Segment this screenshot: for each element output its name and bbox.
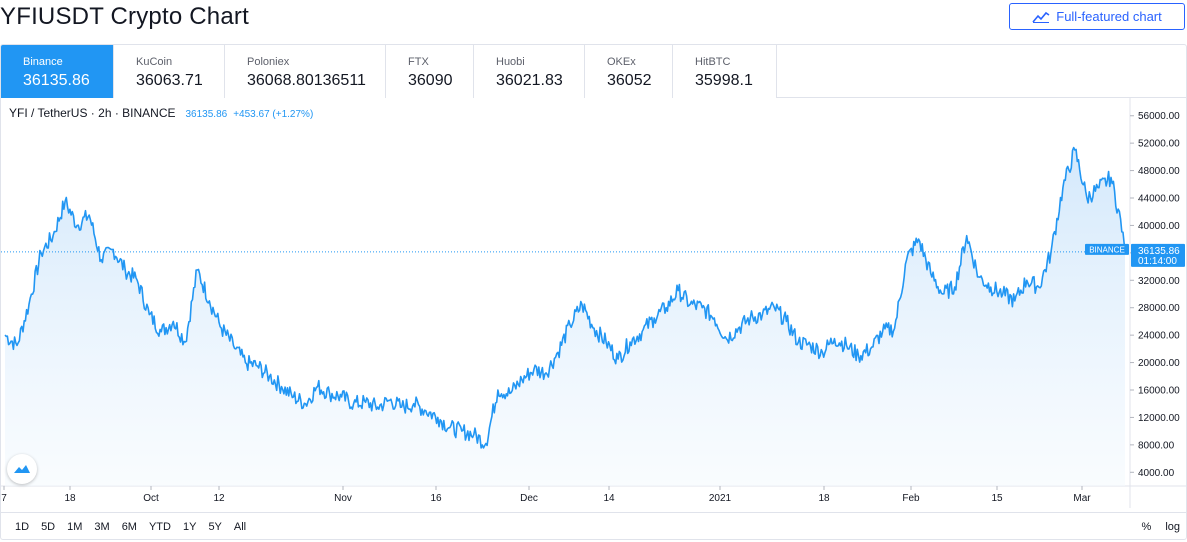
exchange-name: OKEx [607, 56, 636, 68]
y-tick-label: 44000.00 [1138, 194, 1180, 205]
exchange-name: FTX [408, 56, 429, 68]
x-tick-label: Nov [334, 493, 352, 504]
y-tick-label: 52000.00 [1138, 139, 1180, 150]
legend-change: +453.67 (+1.27%) [233, 109, 314, 120]
exchange-tab-hitbtc[interactable]: HitBTC 35998.1 [673, 45, 777, 98]
bottom-toolbar: 1D 5D 1M 3M 6M YTD 1Y 5Y All % log [1, 512, 1186, 539]
range-1m[interactable]: 1M [67, 521, 83, 533]
y-tick-label: 4000.00 [1138, 468, 1175, 479]
x-tick-label: 18 [818, 493, 830, 504]
exchange-price: 36068.80136511 [247, 72, 366, 89]
y-tick-label: 8000.00 [1138, 440, 1175, 451]
range-5d[interactable]: 5D [41, 521, 56, 533]
chart-line-icon [1032, 11, 1050, 23]
price-tag-exchange: BINANCE [1089, 245, 1125, 254]
x-tick-label: 2021 [709, 493, 732, 504]
price-line [4, 146, 1126, 449]
exchange-price: 36063.71 [136, 72, 203, 89]
legend-last-price: 36135.86 [185, 109, 228, 120]
exchange-name: KuCoin [136, 56, 173, 68]
exchange-tab-kucoin[interactable]: KuCoin 36063.71 [114, 45, 225, 98]
x-tick-label: Oct [143, 493, 159, 504]
y-tick-label: 20000.00 [1138, 358, 1180, 369]
tradingview-logo-icon[interactable] [7, 454, 37, 484]
exchange-price: 36021.83 [496, 72, 563, 89]
exchange-tab-binance[interactable]: Binance 36135.86 [1, 45, 114, 98]
x-tick-label: 15 [991, 493, 1003, 504]
range-1d[interactable]: 1D [15, 521, 30, 533]
exchange-price: 36052 [607, 72, 652, 89]
page-title: YFIUSDT Crypto Chart [0, 3, 249, 30]
exchange-tab-huobi[interactable]: Huobi 36021.83 [474, 45, 585, 98]
percent-scale-toggle[interactable]: % [1141, 521, 1152, 533]
range-3m[interactable]: 3M [94, 521, 110, 533]
exchange-price: 35998.1 [695, 72, 753, 89]
exchange-price: 36090 [408, 72, 453, 89]
y-tick-label: 40000.00 [1138, 221, 1180, 232]
y-tick-label: 12000.00 [1138, 413, 1180, 424]
x-tick-label: 14 [603, 493, 615, 504]
full-featured-chart-button[interactable]: Full-featured chart [1009, 3, 1185, 30]
log-scale-toggle[interactable]: log [1165, 521, 1180, 533]
exchange-tabs: Binance 36135.86 KuCoin 36063.71 Poloniex 360… [1, 45, 1186, 98]
x-tick-label: 16 [430, 493, 442, 504]
chart-legend: YFI / TetherUS · 2h · BINANCE 36135.86 +… [9, 106, 313, 120]
exchange-name: Poloniex [247, 56, 290, 68]
price-chart[interactable]: 56000.00 52000.00 48000.00 44000.00 40000.00… [1, 98, 1187, 508]
y-tick-label: 24000.00 [1138, 331, 1180, 342]
y-tick-label: 28000.00 [1138, 303, 1180, 314]
y-tick-label: 16000.00 [1138, 386, 1180, 397]
x-tick-label: 18 [64, 493, 76, 504]
x-tick-label: 12 [213, 493, 225, 504]
range-selector: 1D 5D 1M 3M 6M YTD 1Y 5Y All [9, 521, 252, 533]
chart-widget: Binance 36135.86 KuCoin 36063.71 Poloniex 360… [0, 44, 1187, 540]
exchange-name: Binance [23, 56, 63, 68]
range-all[interactable]: All [233, 521, 247, 533]
y-tick-label: 48000.00 [1138, 166, 1180, 177]
exchange-tab-okex[interactable]: OKEx 36052 [585, 45, 673, 98]
price-tag-countdown: 01:14:00 [1138, 256, 1177, 267]
exchange-name: HitBTC [695, 56, 731, 68]
exchange-name: Huobi [496, 56, 525, 68]
range-6m[interactable]: 6M [121, 521, 137, 533]
y-tick-label: 56000.00 [1138, 111, 1180, 122]
y-tick-label: 32000.00 [1138, 276, 1180, 287]
x-tick-label: Dec [520, 493, 538, 504]
exchange-tab-poloniex[interactable]: Poloniex 36068.80136511 [225, 45, 386, 98]
exchange-price: 36135.86 [23, 72, 90, 89]
range-ytd[interactable]: YTD [148, 521, 171, 533]
range-1y[interactable]: 1Y [182, 521, 197, 533]
x-tick-label: Mar [1073, 493, 1091, 504]
exchange-tab-ftx[interactable]: FTX 36090 [386, 45, 474, 98]
x-tick-label: 7 [1, 493, 7, 504]
legend-symbol: YFI / TetherUS · 2h · BINANCE [9, 106, 176, 120]
price-tag-value: 36135.86 [1138, 246, 1180, 257]
scale-controls: % log [1142, 521, 1180, 533]
range-5y[interactable]: 5Y [208, 521, 222, 533]
price-area-fill [5, 147, 1125, 486]
full-featured-chart-label: Full-featured chart [1056, 9, 1162, 24]
chart-area[interactable]: 56000.00 52000.00 48000.00 44000.00 40000.00… [1, 98, 1187, 508]
x-tick-label: Feb [902, 493, 920, 504]
